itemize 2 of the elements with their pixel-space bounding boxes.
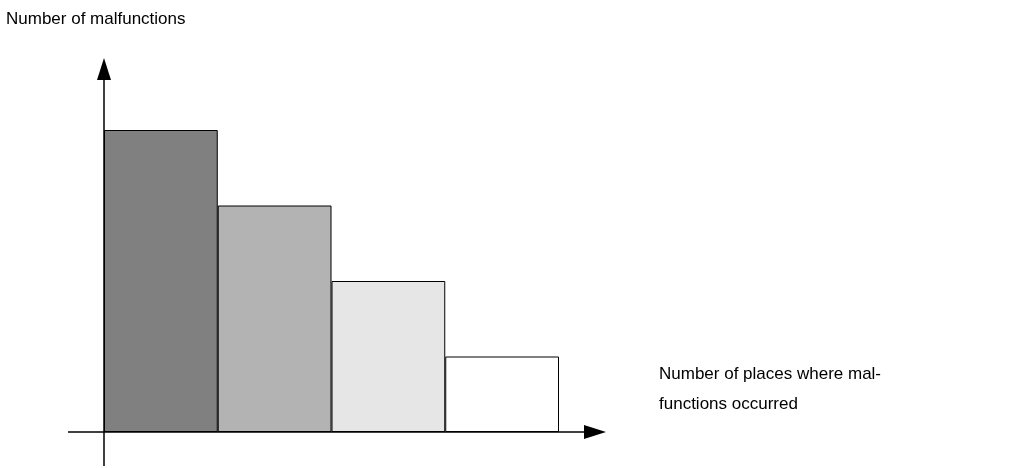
x-axis-title: Number of places where mal- functions occurred: [659, 363, 882, 413]
text: Number of malfunctions: [6, 9, 186, 28]
